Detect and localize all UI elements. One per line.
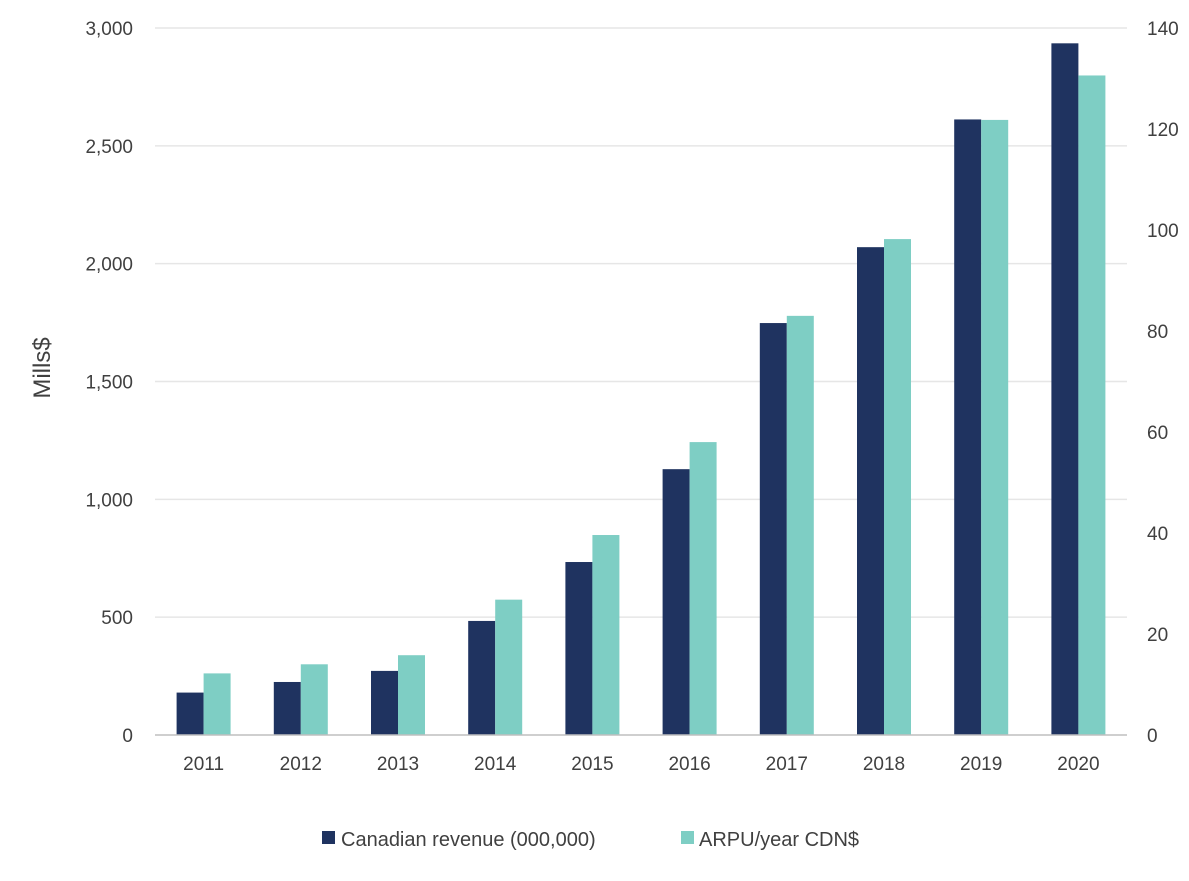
bar-canadian-revenue-2016 [662,469,690,735]
x-tick-label: 2019 [960,754,1002,775]
x-tick-label: 2017 [766,754,808,775]
y-tick-label-left: 1,000 [85,490,133,511]
x-tick-label: 2011 [183,754,224,775]
legend-label: Canadian revenue (000,000) [341,829,596,851]
bar-arpu-2016 [689,442,717,735]
bars [176,43,1106,736]
legend-swatch [322,831,335,844]
x-tick-label: 2016 [668,754,710,775]
x-tick-label: 2013 [377,754,419,775]
y-tick-label-left: 0 [122,726,133,747]
bar-arpu-2019 [981,119,1009,735]
x-tick-label: 2020 [1057,754,1099,775]
legend-label: ARPU/year CDN$ [699,829,859,851]
legend-swatch [681,831,694,844]
y-tick-label-right: 100 [1147,221,1179,242]
x-tick-label: 2012 [280,754,322,775]
axes: 0 500 1,000 1,500 2,000 2,500 3,000 0 20 40 60 80 10… [85,19,1178,775]
bar-canadian-revenue-2013 [371,670,398,735]
y-tick-label-left: 2,500 [85,137,133,158]
y-tick-label-left: 3,000 [85,19,133,40]
bar-arpu-2013 [398,655,425,735]
y-axis-title: Mills$ [29,337,56,398]
bar-arpu-2020 [1078,75,1106,736]
y-tick-label-right: 40 [1147,524,1168,545]
bar-arpu-2018 [884,239,911,735]
bar-arpu-2014 [495,599,523,735]
y-tick-label-left: 1,500 [85,373,133,394]
x-tick-label: 2014 [474,754,517,775]
x-tick-label: 2015 [571,754,613,775]
bar-canadian-revenue-2019 [954,119,982,735]
y-tick-label-right: 120 [1147,120,1179,141]
bar-canadian-revenue-2017 [759,323,787,735]
bar-arpu-2017 [786,315,814,735]
bar-canadian-revenue-2020 [1051,43,1079,735]
legend: Canadian revenue (000,000) ARPU/year CDN$ [322,829,859,851]
y-tick-label-right: 140 [1147,19,1179,40]
x-tick-label: 2018 [863,754,905,775]
bar-canadian-revenue-2014 [468,620,496,735]
bar-arpu-2012 [300,664,328,735]
bar-arpu-2015 [592,535,620,735]
y-tick-label-right: 0 [1147,726,1158,747]
y-tick-label-right: 20 [1147,625,1168,646]
y-tick-label-right: 60 [1147,423,1168,444]
y-tick-label-left: 2,000 [85,255,133,276]
y-tick-label-left: 500 [101,608,133,629]
bar-canadian-revenue-2011 [176,692,204,735]
bar-canadian-revenue-2012 [273,681,301,735]
y-tick-label-right: 80 [1147,322,1168,343]
bar-canadian-revenue-2015 [565,562,593,735]
bar-arpu-2011 [203,673,231,735]
bar-canadian-revenue-2018 [857,247,884,736]
